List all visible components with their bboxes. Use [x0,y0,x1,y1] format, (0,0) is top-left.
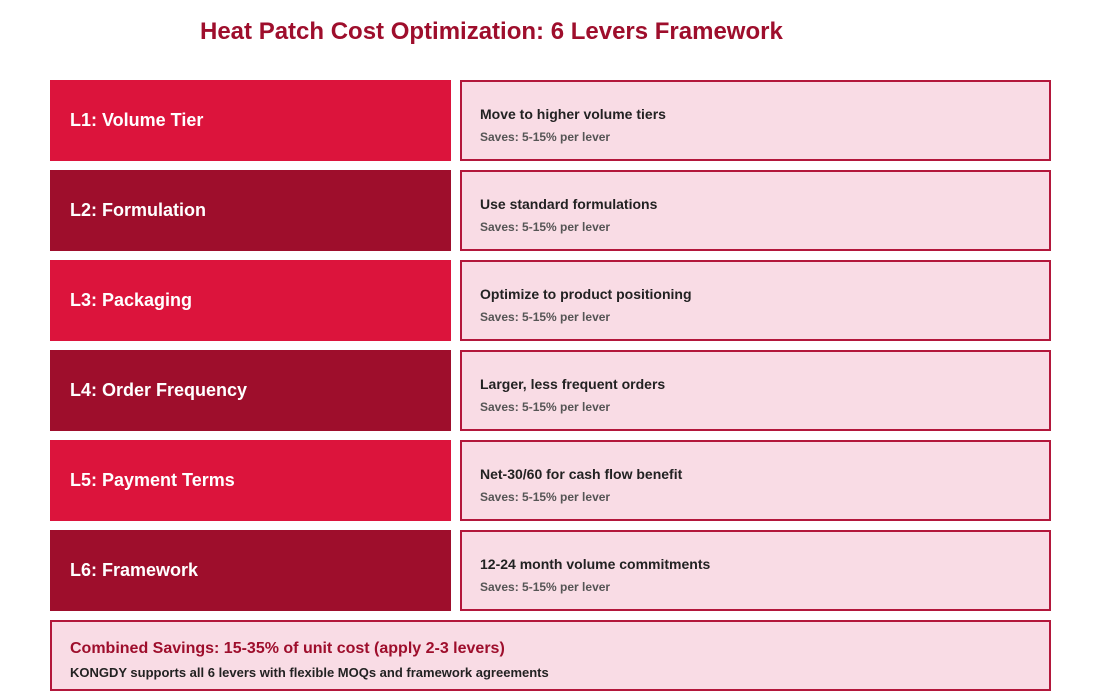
lever-savings: Saves: 5-15% per lever [480,490,611,504]
levers-list: L1: Volume Tier Move to higher volume ti… [50,80,1051,620]
lever-description: Larger, less frequent orders [480,376,666,392]
lever-row: L3: Packaging Optimize to product positi… [50,260,1051,341]
lever-detail-box: 12-24 month volume commitments Saves: 5-… [460,530,1051,611]
lever-row: L1: Volume Tier Move to higher volume ti… [50,80,1051,161]
lever-description: Optimize to product positioning [480,286,692,302]
lever-label: L1: Volume Tier [50,80,451,161]
lever-savings: Saves: 5-15% per lever [480,310,611,324]
summary-subtext: KONGDY supports all 6 levers with flexib… [70,665,549,680]
lever-description: Move to higher volume tiers [480,106,666,122]
lever-row: L6: Framework 12-24 month volume commitm… [50,530,1051,611]
lever-detail-box: Use standard formulations Saves: 5-15% p… [460,170,1051,251]
lever-label: L5: Payment Terms [50,440,451,521]
lever-description: 12-24 month volume commitments [480,556,711,572]
lever-row: L5: Payment Terms Net-30/60 for cash flo… [50,440,1051,521]
lever-label: L2: Formulation [50,170,451,251]
lever-label: L3: Packaging [50,260,451,341]
lever-savings: Saves: 5-15% per lever [480,580,611,594]
lever-detail-box: Net-30/60 for cash flow benefit Saves: 5… [460,440,1051,521]
lever-label: L4: Order Frequency [50,350,451,431]
summary-headline: Combined Savings: 15-35% of unit cost (a… [70,640,505,657]
page-title: Heat Patch Cost Optimization: 6 Levers F… [200,18,783,45]
lever-row: L4: Order Frequency Larger, less frequen… [50,350,1051,431]
lever-savings: Saves: 5-15% per lever [480,400,611,414]
lever-detail-box: Move to higher volume tiers Saves: 5-15%… [460,80,1051,161]
lever-label: L6: Framework [50,530,451,611]
lever-row: L2: Formulation Use standard formulation… [50,170,1051,251]
summary-box: Combined Savings: 15-35% of unit cost (a… [50,620,1051,691]
lever-detail-box: Larger, less frequent orders Saves: 5-15… [460,350,1051,431]
lever-savings: Saves: 5-15% per lever [480,130,611,144]
lever-description: Net-30/60 for cash flow benefit [480,466,683,482]
lever-description: Use standard formulations [480,196,658,212]
lever-detail-box: Optimize to product positioning Saves: 5… [460,260,1051,341]
lever-savings: Saves: 5-15% per lever [480,220,611,234]
